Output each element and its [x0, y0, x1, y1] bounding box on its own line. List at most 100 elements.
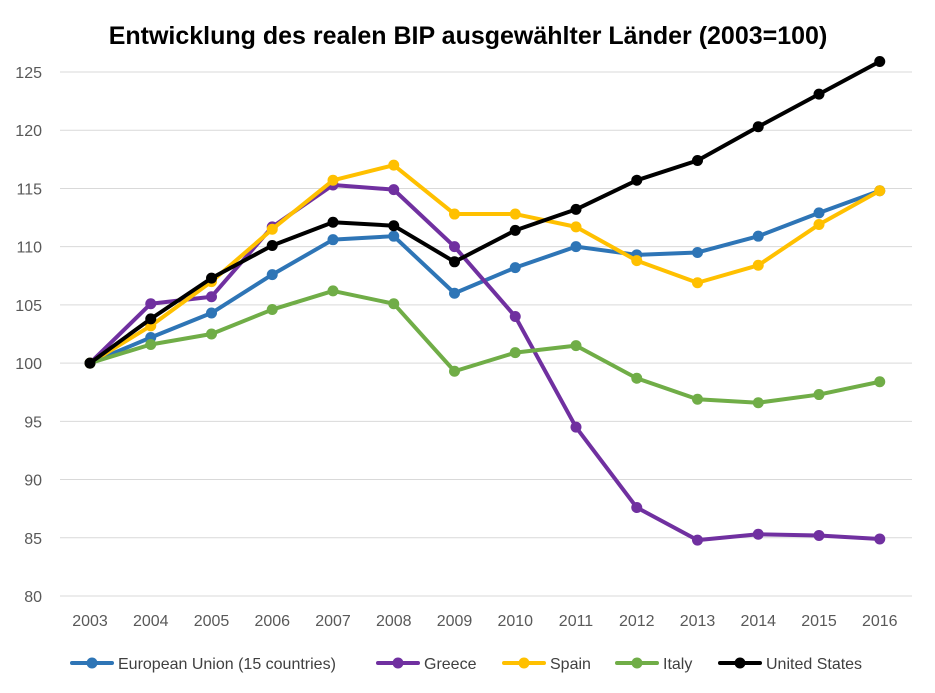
- x-tick-label: 2007: [315, 613, 351, 630]
- data-point: [752, 528, 764, 540]
- data-point: [813, 88, 825, 100]
- data-point: [813, 207, 825, 219]
- legend-label: Greece: [424, 656, 477, 673]
- data-point: [266, 269, 278, 281]
- x-tick-label: 2005: [194, 613, 230, 630]
- x-tick-label: 2008: [376, 613, 412, 630]
- data-point: [388, 298, 400, 310]
- data-point: [145, 338, 157, 350]
- y-axis-tick-labels: 80 85 90 95 100 105 110 115 120 125: [15, 65, 42, 606]
- y-tick-label: 120: [15, 123, 42, 140]
- x-tick-label: 2003: [72, 613, 108, 630]
- data-point: [266, 304, 278, 316]
- y-tick-label: 110: [16, 240, 42, 257]
- data-point: [752, 121, 764, 133]
- data-point: [206, 307, 217, 319]
- data-point: [570, 421, 582, 433]
- data-point: [752, 397, 764, 409]
- data-point: [631, 174, 643, 186]
- data-point: [449, 365, 460, 377]
- data-point: [692, 246, 703, 258]
- data-point: [631, 255, 643, 267]
- data-point: [388, 230, 400, 242]
- data-point: [813, 389, 825, 401]
- series-line: [88, 288, 882, 405]
- legend-item: Greece: [376, 656, 477, 673]
- data-point: [449, 241, 460, 253]
- series-greece: [84, 179, 886, 546]
- data-point: [509, 208, 521, 220]
- data-point: [509, 262, 521, 274]
- y-tick-label: 125: [15, 65, 42, 82]
- legend-marker: [631, 657, 643, 669]
- y-tick-label: 115: [16, 181, 42, 198]
- series-line: [88, 182, 882, 543]
- legend-label: European Union (15 countries): [118, 656, 336, 673]
- data-point: [570, 340, 582, 352]
- data-point: [752, 230, 764, 242]
- y-tick-label: 100: [15, 356, 42, 373]
- x-tick-label: 2009: [437, 613, 473, 630]
- x-tick-label: 2004: [133, 613, 169, 630]
- legend-marker: [518, 657, 530, 669]
- data-point: [145, 298, 157, 310]
- chart-title: Entwicklung des realen BIP ausgewählter …: [109, 22, 828, 50]
- grid-lines: [60, 71, 912, 597]
- data-point: [388, 184, 400, 196]
- x-tick-label: 2006: [254, 613, 290, 630]
- legend-marker: [392, 657, 404, 669]
- y-tick-label: 90: [24, 473, 42, 490]
- legend-label: Spain: [550, 656, 591, 673]
- y-tick-label: 105: [15, 298, 42, 315]
- legend-marker: [734, 657, 746, 669]
- x-axis-tick-labels: 2003 2004 2005 2006 2007 2008 2009 2010 2011 2012…: [72, 613, 897, 630]
- y-tick-label: 95: [24, 414, 42, 431]
- data-point: [206, 272, 217, 284]
- data-point: [327, 285, 339, 297]
- data-point: [327, 216, 339, 228]
- data-point: [266, 240, 278, 252]
- series-line: [88, 59, 882, 366]
- y-tick-label: 80: [24, 589, 42, 606]
- data-point: [874, 185, 886, 197]
- data-point: [449, 208, 460, 220]
- x-tick-label: 2012: [619, 613, 655, 630]
- data-point: [692, 393, 703, 405]
- data-point: [266, 223, 278, 235]
- series-spain: [84, 159, 886, 369]
- legend-item: United States: [718, 656, 862, 673]
- data-point: [206, 328, 217, 340]
- data-point: [813, 529, 825, 541]
- series-united-states: [84, 56, 886, 369]
- x-tick-label: 2011: [559, 613, 594, 630]
- data-point: [84, 357, 96, 369]
- data-point: [449, 256, 460, 268]
- data-point: [145, 313, 157, 325]
- data-point: [692, 154, 703, 166]
- x-tick-label: 2010: [497, 613, 533, 630]
- legend-marker: [86, 657, 98, 669]
- x-tick-label: 2013: [680, 613, 716, 630]
- data-point: [692, 277, 703, 289]
- legend-item: Italy: [615, 656, 692, 673]
- data-point: [327, 234, 339, 246]
- data-point: [570, 241, 582, 253]
- legend-label: United States: [766, 656, 862, 673]
- data-point: [631, 502, 643, 514]
- data-point: [570, 221, 582, 233]
- series-lines: [84, 56, 886, 546]
- x-tick-label: 2015: [801, 613, 837, 630]
- data-point: [874, 56, 886, 68]
- legend-item: Spain: [502, 656, 591, 673]
- data-point: [327, 174, 339, 186]
- data-point: [388, 159, 400, 171]
- y-tick-label: 85: [24, 531, 42, 548]
- data-point: [570, 203, 582, 215]
- data-point: [692, 534, 703, 546]
- data-point: [874, 376, 886, 388]
- data-point: [813, 219, 825, 231]
- data-point: [388, 220, 400, 232]
- data-point: [874, 533, 886, 545]
